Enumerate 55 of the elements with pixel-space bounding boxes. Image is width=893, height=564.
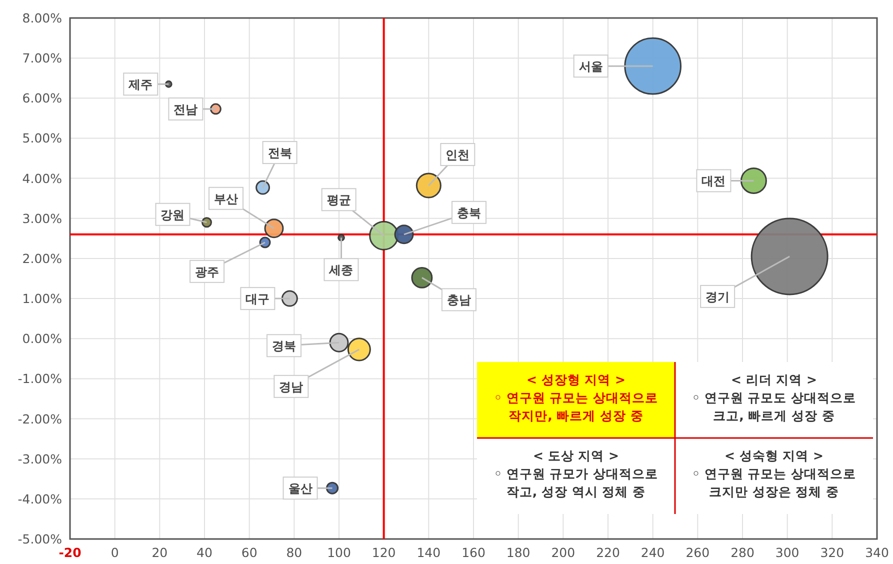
x-tick-label: 100 [327, 545, 351, 560]
y-tick-label: -5.00% [18, 532, 62, 546]
y-tick-label: 7.00% [22, 50, 62, 66]
series-label: 충남 [446, 293, 471, 308]
y-tick-label: 5.00% [22, 130, 62, 146]
y-tick-label: 8.00% [22, 10, 62, 26]
series-label: 대전 [702, 174, 726, 188]
x-tick-label: 60 [241, 545, 258, 560]
series-label: 제주 [128, 78, 153, 92]
y-tick-label: -3.00% [18, 451, 62, 466]
text: 광주 [195, 264, 220, 279]
x-tick-label: 260 [686, 545, 710, 560]
x-tick-label: 180 [506, 545, 530, 560]
y-tick-label: -4.00% [18, 491, 62, 506]
series-label: 전북 [268, 146, 292, 160]
y-tick-label: 4.00% [22, 170, 62, 186]
x-tick-label: 220 [596, 545, 620, 560]
y-tick-label: -2.00% [18, 411, 62, 426]
x-tick-label: 160 [462, 545, 486, 560]
text: 평균 [326, 193, 351, 208]
annotation: < 성장형 지역 > ◦ 연구원 규모는 상대적으로 작지만, 빠르게 성장 중 [494, 372, 658, 423]
y-tick-label: -1.00% [18, 371, 62, 386]
text: 경기 [706, 290, 730, 304]
text: 경남 [279, 380, 304, 394]
series-label: 인천 [446, 148, 470, 162]
x-tick-label: 20 [152, 545, 168, 560]
x-tick-label: 240 [640, 545, 665, 560]
x-tick-label: 40 [196, 545, 212, 560]
x-tick-label: 320 [820, 545, 844, 560]
y-tick-label: 0.00% [22, 331, 62, 346]
text: 경북 [272, 339, 296, 354]
x-tick-label: 120 [372, 545, 396, 560]
x-tick-label: 0 [110, 545, 119, 560]
series-label: 전남 [174, 102, 198, 116]
annotation: < 리더 지역 > ◦ 연구원 규모도 상대적으로 크고, 빠르게 성장 중 [692, 372, 856, 423]
y-tick-label: 1.00% [22, 291, 62, 306]
x-tick-label: 280 [730, 545, 754, 560]
y-tick-label: 3.00% [22, 210, 62, 226]
y-tick-label: 6.00% [22, 90, 62, 106]
x-tick-label: 200 [551, 545, 576, 560]
x-tick-label: 80 [286, 545, 302, 560]
text: 부산 [214, 192, 238, 206]
series-label: 대구 [246, 292, 270, 306]
series-label: 강원 [160, 208, 185, 222]
annotation: < 성숙형 지역 > ◦ 연구원 규모는 상대적으로 크지만 성장은 정체 중 [692, 448, 856, 499]
series-label: 서울 [578, 60, 603, 74]
x-tick-label: -20 [58, 545, 82, 560]
y-tick-label: 2.00% [22, 250, 62, 266]
annotation: < 도상 지역 > ◦ 연구원 규모가 상대적으로 작고, 성장 역시 정체 중 [494, 448, 658, 499]
x-tick-label: 300 [775, 545, 800, 560]
x-tick-label: 140 [416, 545, 441, 560]
series-label: 울산 [288, 482, 312, 496]
text: 세종 [328, 263, 354, 278]
text: 충북 [457, 206, 482, 220]
x-tick-label: 340 [865, 545, 889, 560]
